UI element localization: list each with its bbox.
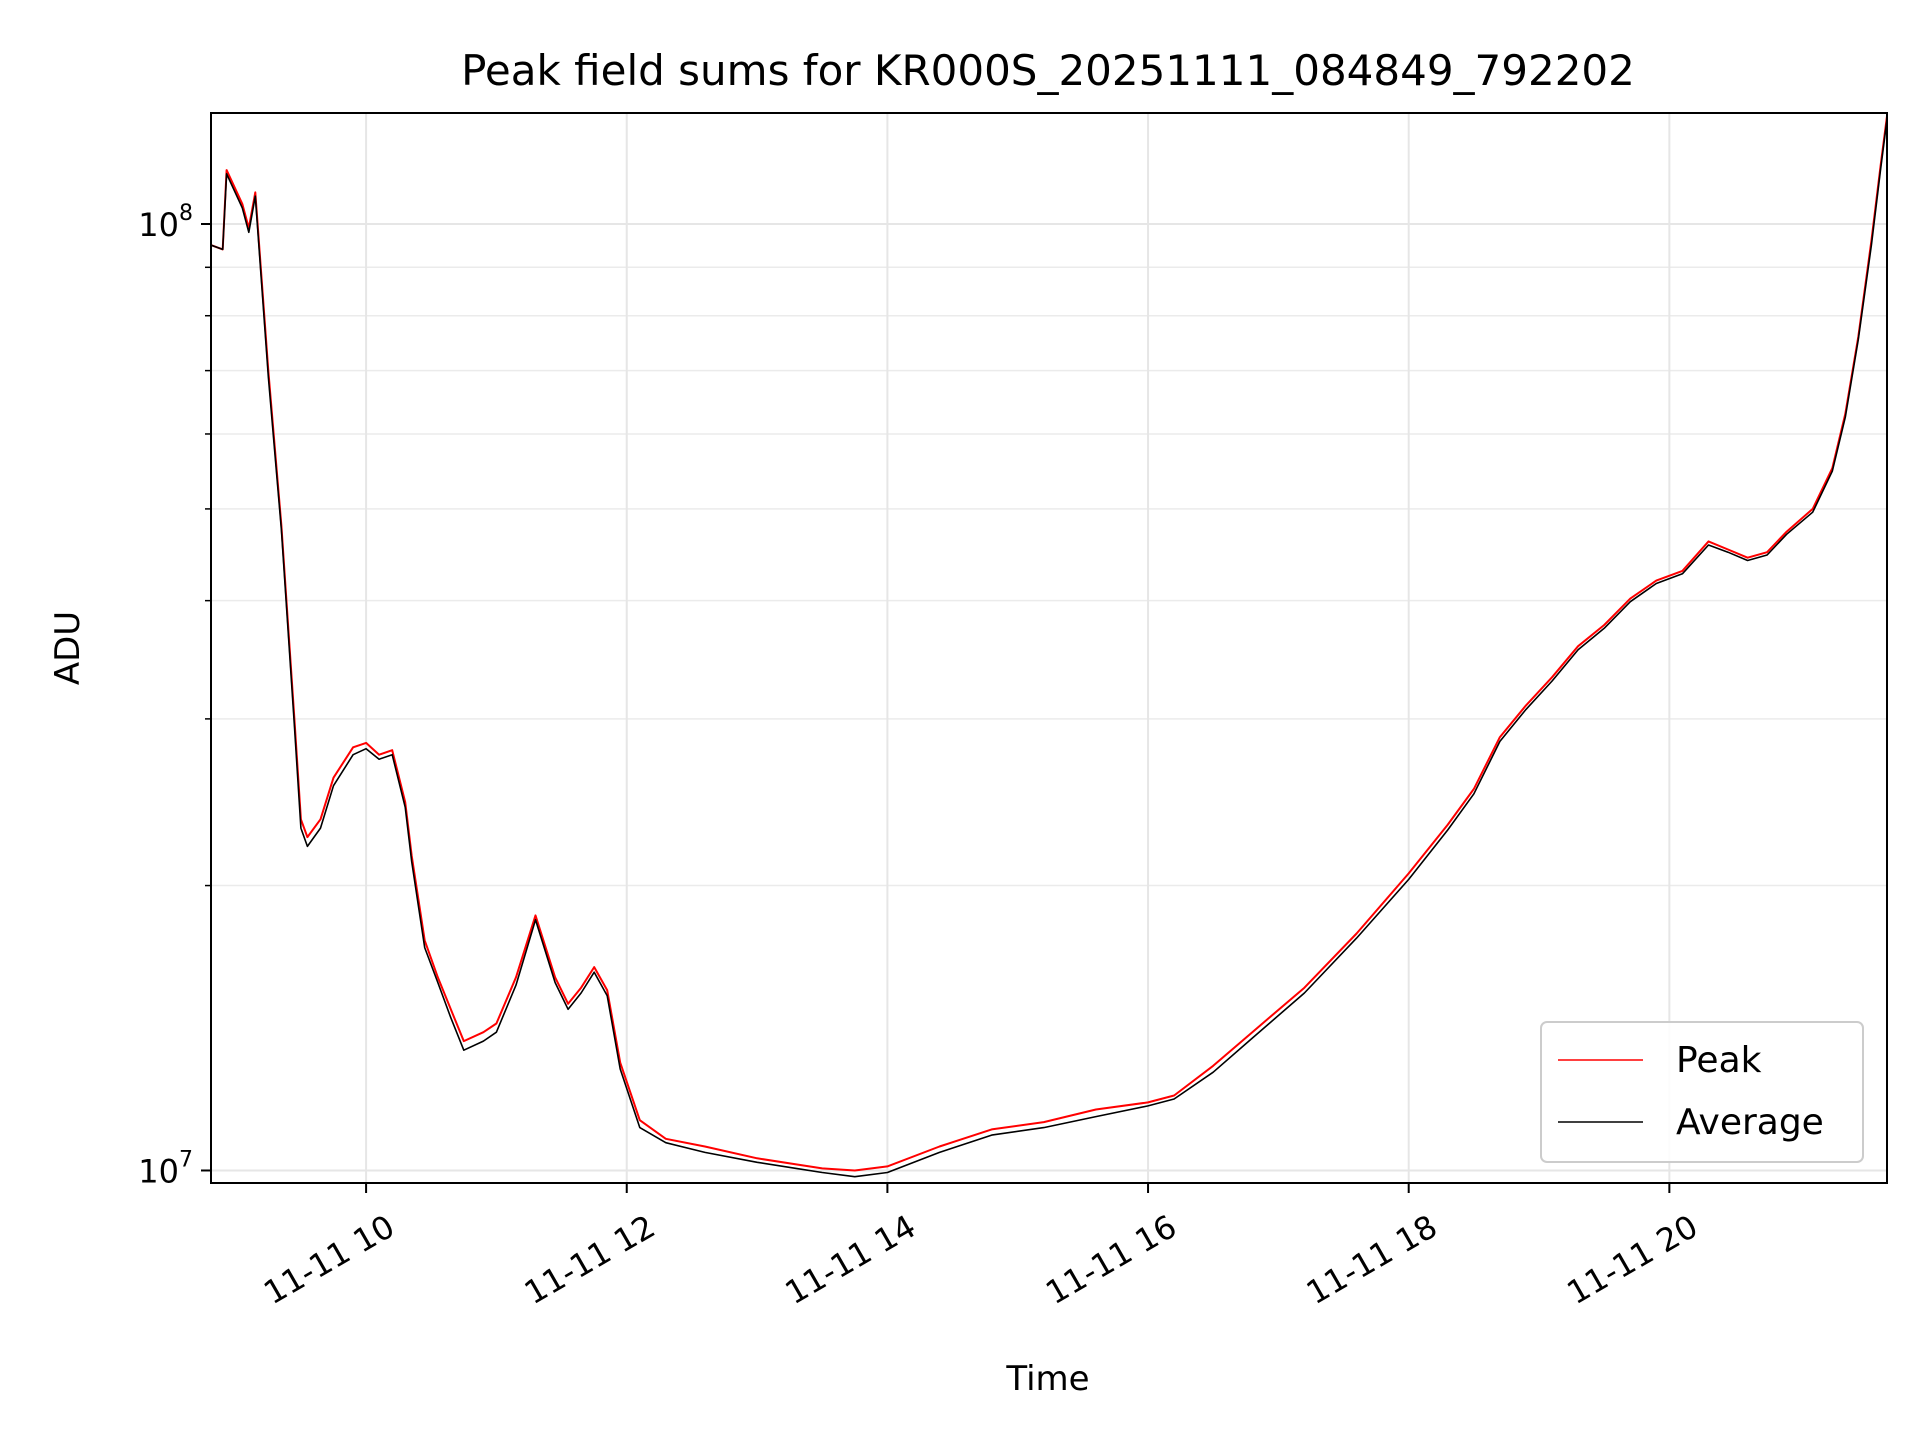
y-tick-label-base: 10: [138, 1152, 179, 1190]
y-tick-label-exponent: 7: [179, 1147, 193, 1172]
series-line-average: [211, 119, 1887, 1178]
plot-area-frame: [210, 112, 1888, 1184]
chart-title: Peak field sums for KR000S_20251111_0848…: [461, 46, 1635, 95]
y-axis-title: ADU: [48, 611, 88, 685]
legend: Peak Average: [1540, 1021, 1864, 1163]
x-axis-title: Time: [1005, 1359, 1089, 1399]
legend-label-average: Average: [1676, 1102, 1824, 1143]
legend-box: [1540, 1021, 1864, 1163]
y-tick-label-base: 10: [138, 206, 179, 244]
plot-series: [211, 115, 1887, 1178]
y-tick-label: 108: [138, 201, 193, 244]
y-tick-label: 107: [138, 1147, 193, 1190]
grid: [211, 113, 1887, 1183]
series-line-peak: [211, 115, 1887, 1172]
y-tick-label-exponent: 8: [179, 201, 193, 226]
legend-label-peak: Peak: [1676, 1040, 1762, 1081]
